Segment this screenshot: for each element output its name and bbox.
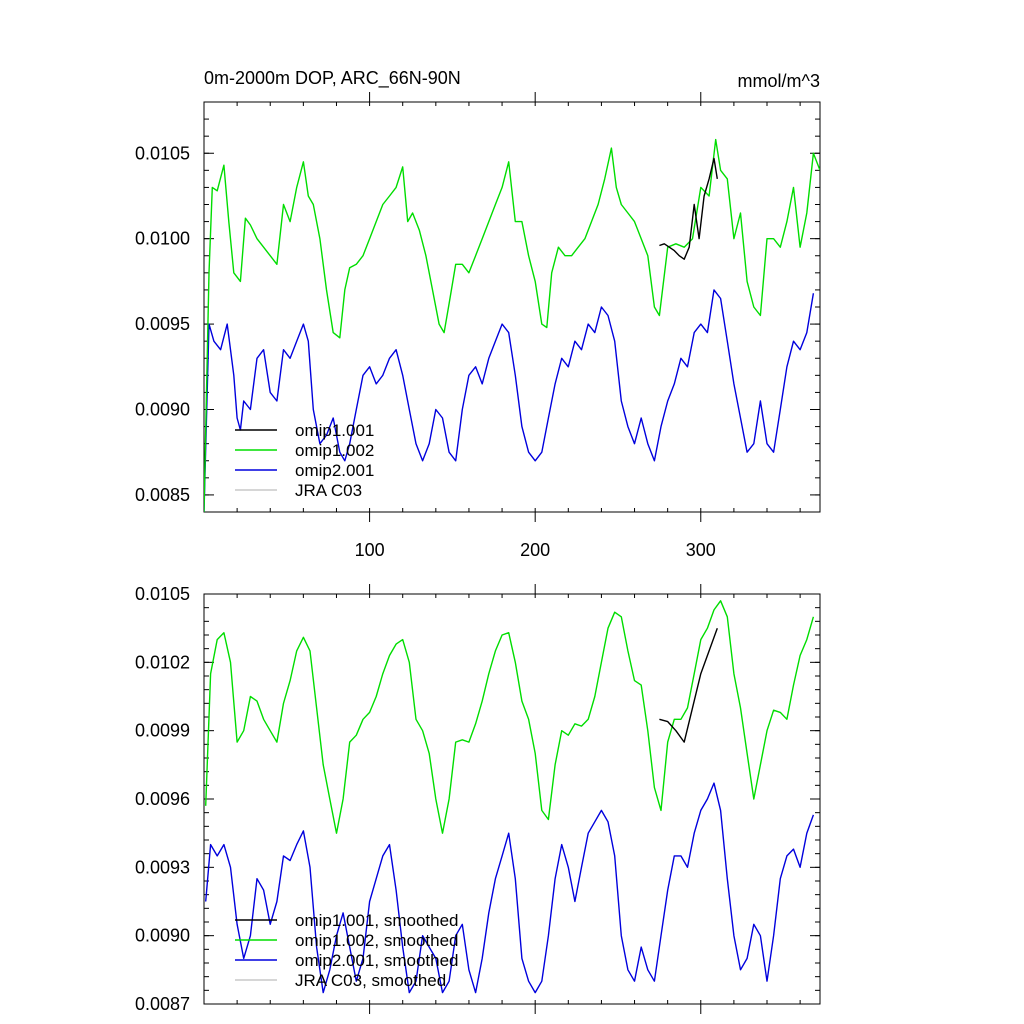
legend-label: JRA C03 <box>295 481 362 500</box>
y-tick-label: 0.0105 <box>135 143 190 163</box>
top-panel: 100 200 300 0.0085 0.0090 0.0095 0.0100 0.0105 o… <box>135 92 821 560</box>
y-tick-label: 0.0095 <box>135 314 190 334</box>
legend-label: omip1.002, smoothed <box>295 931 459 950</box>
y-tick-label: 0.0099 <box>135 721 190 741</box>
units-label: mmol/m^3 <box>738 71 820 91</box>
series-line-omip1-001-smoothed <box>659 627 718 743</box>
series-line-omip1-002-smoothed <box>205 600 815 834</box>
legend-label: JRA C03, smoothed <box>295 971 446 990</box>
y-tick-label: 0.0096 <box>135 789 190 809</box>
series-line-omip2-001 <box>204 289 815 512</box>
x-tick-label: 300 <box>686 540 716 560</box>
series-line-omip2-001-smoothed <box>205 782 815 994</box>
series-line-omip1-001 <box>659 157 718 260</box>
y-tick-label: 0.0093 <box>135 857 190 877</box>
series-line-omip1-002 <box>204 138 820 512</box>
bottom-panel: 0.0087 0.0090 0.0093 0.0096 0.0099 0.0102 0.01… <box>135 584 821 1014</box>
x-tick-label: 100 <box>355 540 385 560</box>
y-tick-label: 0.0090 <box>135 926 190 946</box>
legend-label: omip1.001, smoothed <box>295 911 459 930</box>
y-tick-label: 0.0100 <box>135 229 190 249</box>
legend-label: omip1.002 <box>295 441 374 460</box>
y-tick-label: 0.0102 <box>135 652 190 672</box>
legend-label: omip1.001 <box>295 421 374 440</box>
legend-label: omip2.001 <box>295 461 374 480</box>
y-tick-label: 0.0087 <box>135 994 190 1014</box>
y-tick-label: 0.0105 <box>135 584 190 604</box>
y-tick-label: 0.0090 <box>135 400 190 420</box>
y-tick-label: 0.0085 <box>135 485 190 505</box>
plot-title: 0m-2000m DOP, ARC_66N-90N <box>204 68 461 89</box>
legend-label: omip2.001, smoothed <box>295 951 459 970</box>
x-tick-label: 200 <box>520 540 550 560</box>
